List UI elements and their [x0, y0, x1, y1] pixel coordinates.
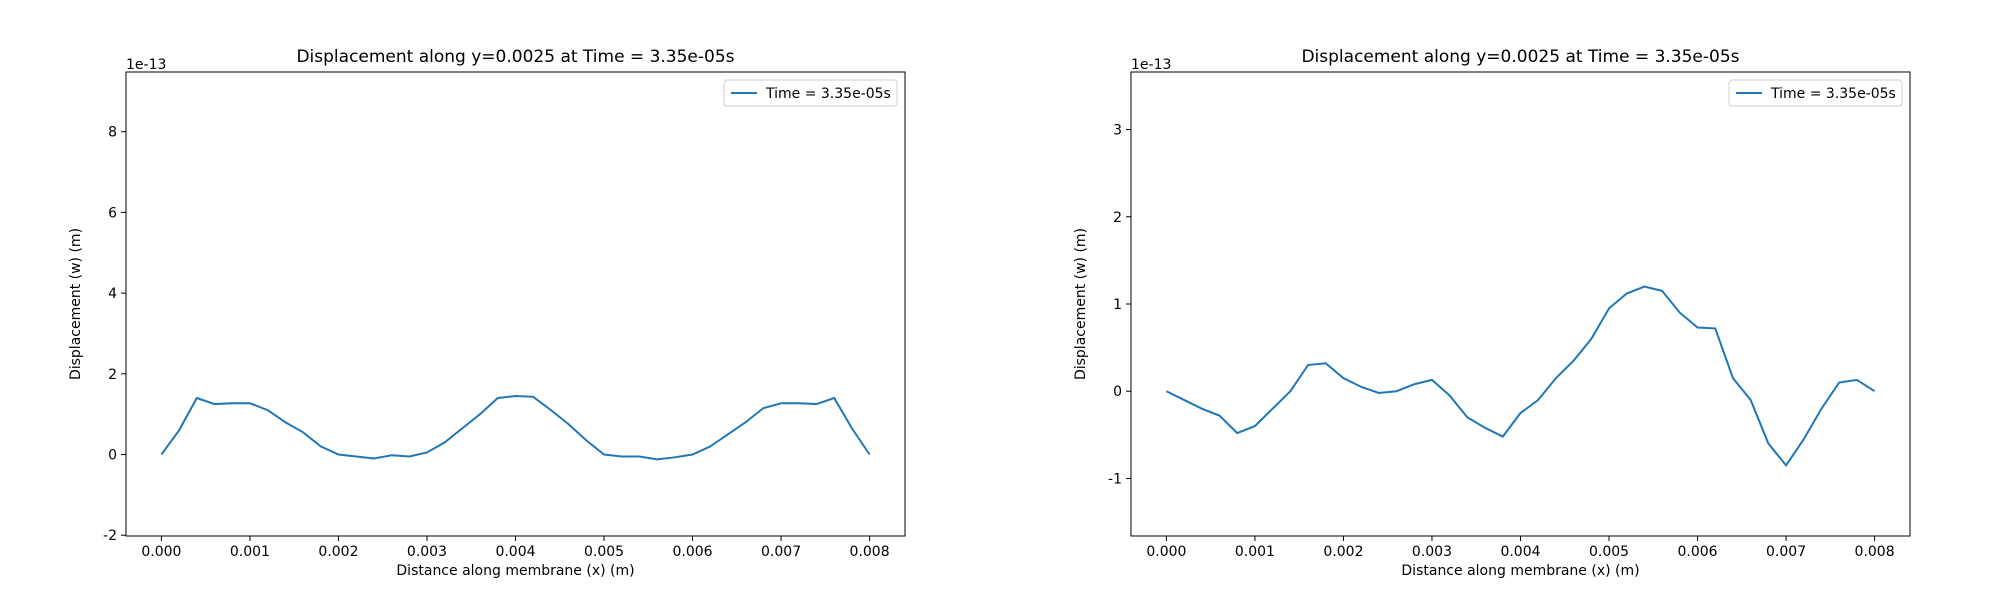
y-axis-label: Displacement (w) (m): [1073, 228, 1089, 380]
x-tick-label: 0.008: [1855, 544, 1895, 560]
x-axis-label: Distance along membrane (x) (m): [396, 563, 634, 579]
x-tick-label: 0.001: [1235, 544, 1275, 560]
y-axis-label: Displacement (w) (m): [68, 228, 84, 380]
y-offset-label: 1e-13: [126, 57, 166, 73]
x-tick-label: 0.000: [141, 544, 181, 560]
y-tick-label: 0: [108, 447, 117, 463]
y-tick-label: 1: [1113, 297, 1122, 313]
y-tick-label: 3: [1113, 123, 1122, 139]
x-tick-label: 0.005: [1589, 544, 1629, 560]
x-tick-label: 0.003: [1412, 544, 1452, 560]
y-tick-label: -1: [1108, 471, 1122, 487]
x-tick-label: 0.004: [1500, 544, 1540, 560]
legend-label: Time = 3.35e-05s: [1770, 86, 1896, 102]
x-tick-label: 0.007: [1766, 544, 1806, 560]
chart-title: Displacement along y=0.0025 at Time = 3.…: [296, 47, 734, 67]
x-tick-label: 0.002: [1323, 544, 1363, 560]
data-line: [160, 394, 871, 461]
x-tick-label: 0.000: [1146, 544, 1186, 560]
x-tick-label: 0.001: [230, 544, 270, 560]
x-tick-label: 0.006: [672, 544, 712, 560]
legend-box: [723, 79, 898, 107]
y-tick-label: 4: [108, 286, 117, 302]
x-tick-label: 0.004: [495, 544, 535, 560]
legend-label: Time = 3.35e-05s: [765, 86, 891, 102]
x-tick-label: 0.002: [318, 544, 358, 560]
y-offset-label: 1e-13: [1131, 57, 1171, 73]
data-line: [1165, 285, 1876, 468]
y-tick-label: 8: [108, 125, 117, 141]
y-tick-label: 2: [1113, 210, 1122, 226]
x-tick-label: 0.005: [584, 544, 624, 560]
legend-box: [1728, 79, 1903, 107]
x-tick-label: 0.007: [761, 544, 801, 560]
axes-frame: [125, 71, 906, 537]
x-tick-label: 0.006: [1677, 544, 1717, 560]
y-tick-label: 0: [1113, 384, 1122, 400]
y-tick-label: 6: [108, 205, 117, 221]
chart-title: Displacement along y=0.0025 at Time = 3.…: [1301, 47, 1739, 67]
y-tick-label: 2: [108, 367, 117, 383]
x-tick-label: 0.008: [850, 544, 890, 560]
x-axis-label: Distance along membrane (x) (m): [1401, 563, 1639, 579]
y-tick-label: -2: [103, 528, 117, 544]
axes-frame: [1130, 71, 1911, 537]
x-tick-label: 0.003: [407, 544, 447, 560]
